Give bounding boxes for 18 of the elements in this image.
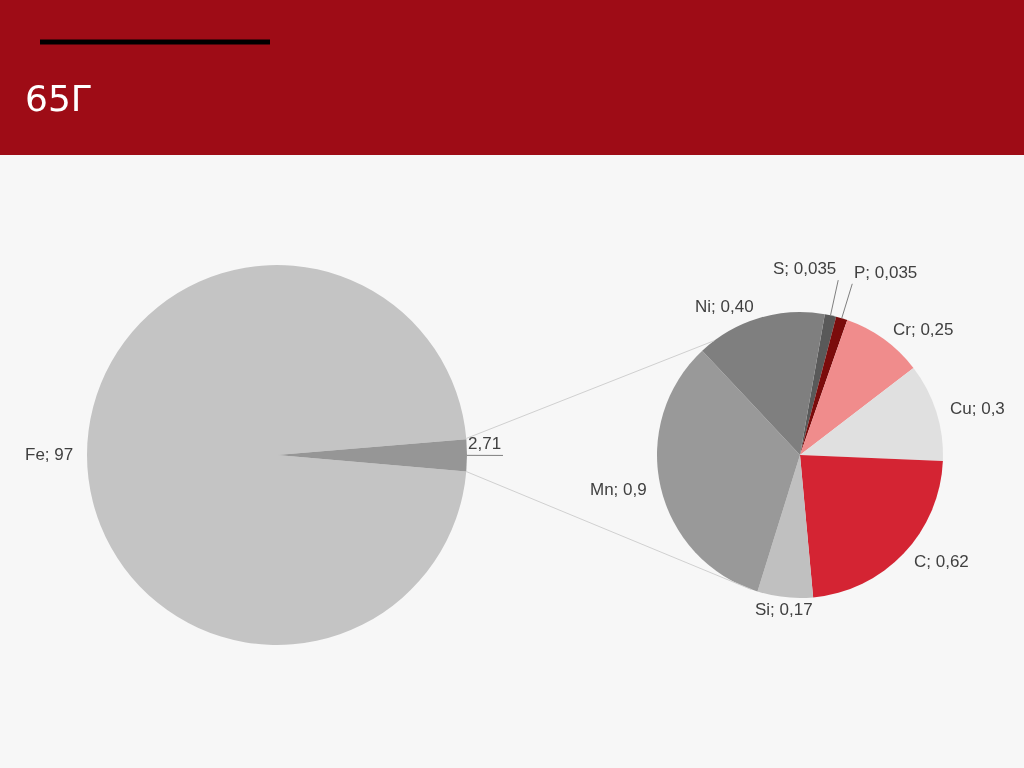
slice-label: S; 0,035 [773, 259, 837, 278]
chart-title: 65Г [25, 77, 93, 119]
pie-slice [800, 320, 914, 455]
slice-label: Cr; 0,25 [893, 320, 954, 339]
slice-label: Ni; 0,40 [695, 297, 754, 316]
pie-slice [800, 316, 848, 455]
pie-slice [800, 367, 943, 461]
pie-slice [702, 312, 825, 455]
slice-label: Fe; 97 [25, 445, 74, 464]
pie-slice [757, 455, 814, 598]
slice-label: Si; 0,17 [755, 600, 813, 619]
data-label: 2,71 [468, 434, 502, 453]
slice-label: P; 0,035 [854, 263, 918, 282]
slice-label: Cu; 0,3 [950, 399, 1005, 418]
slice-label: Mn; 0,9 [590, 480, 647, 499]
pie-slice [800, 314, 837, 455]
slice-label: C; 0,62 [914, 552, 969, 571]
pie-slice [657, 350, 800, 592]
